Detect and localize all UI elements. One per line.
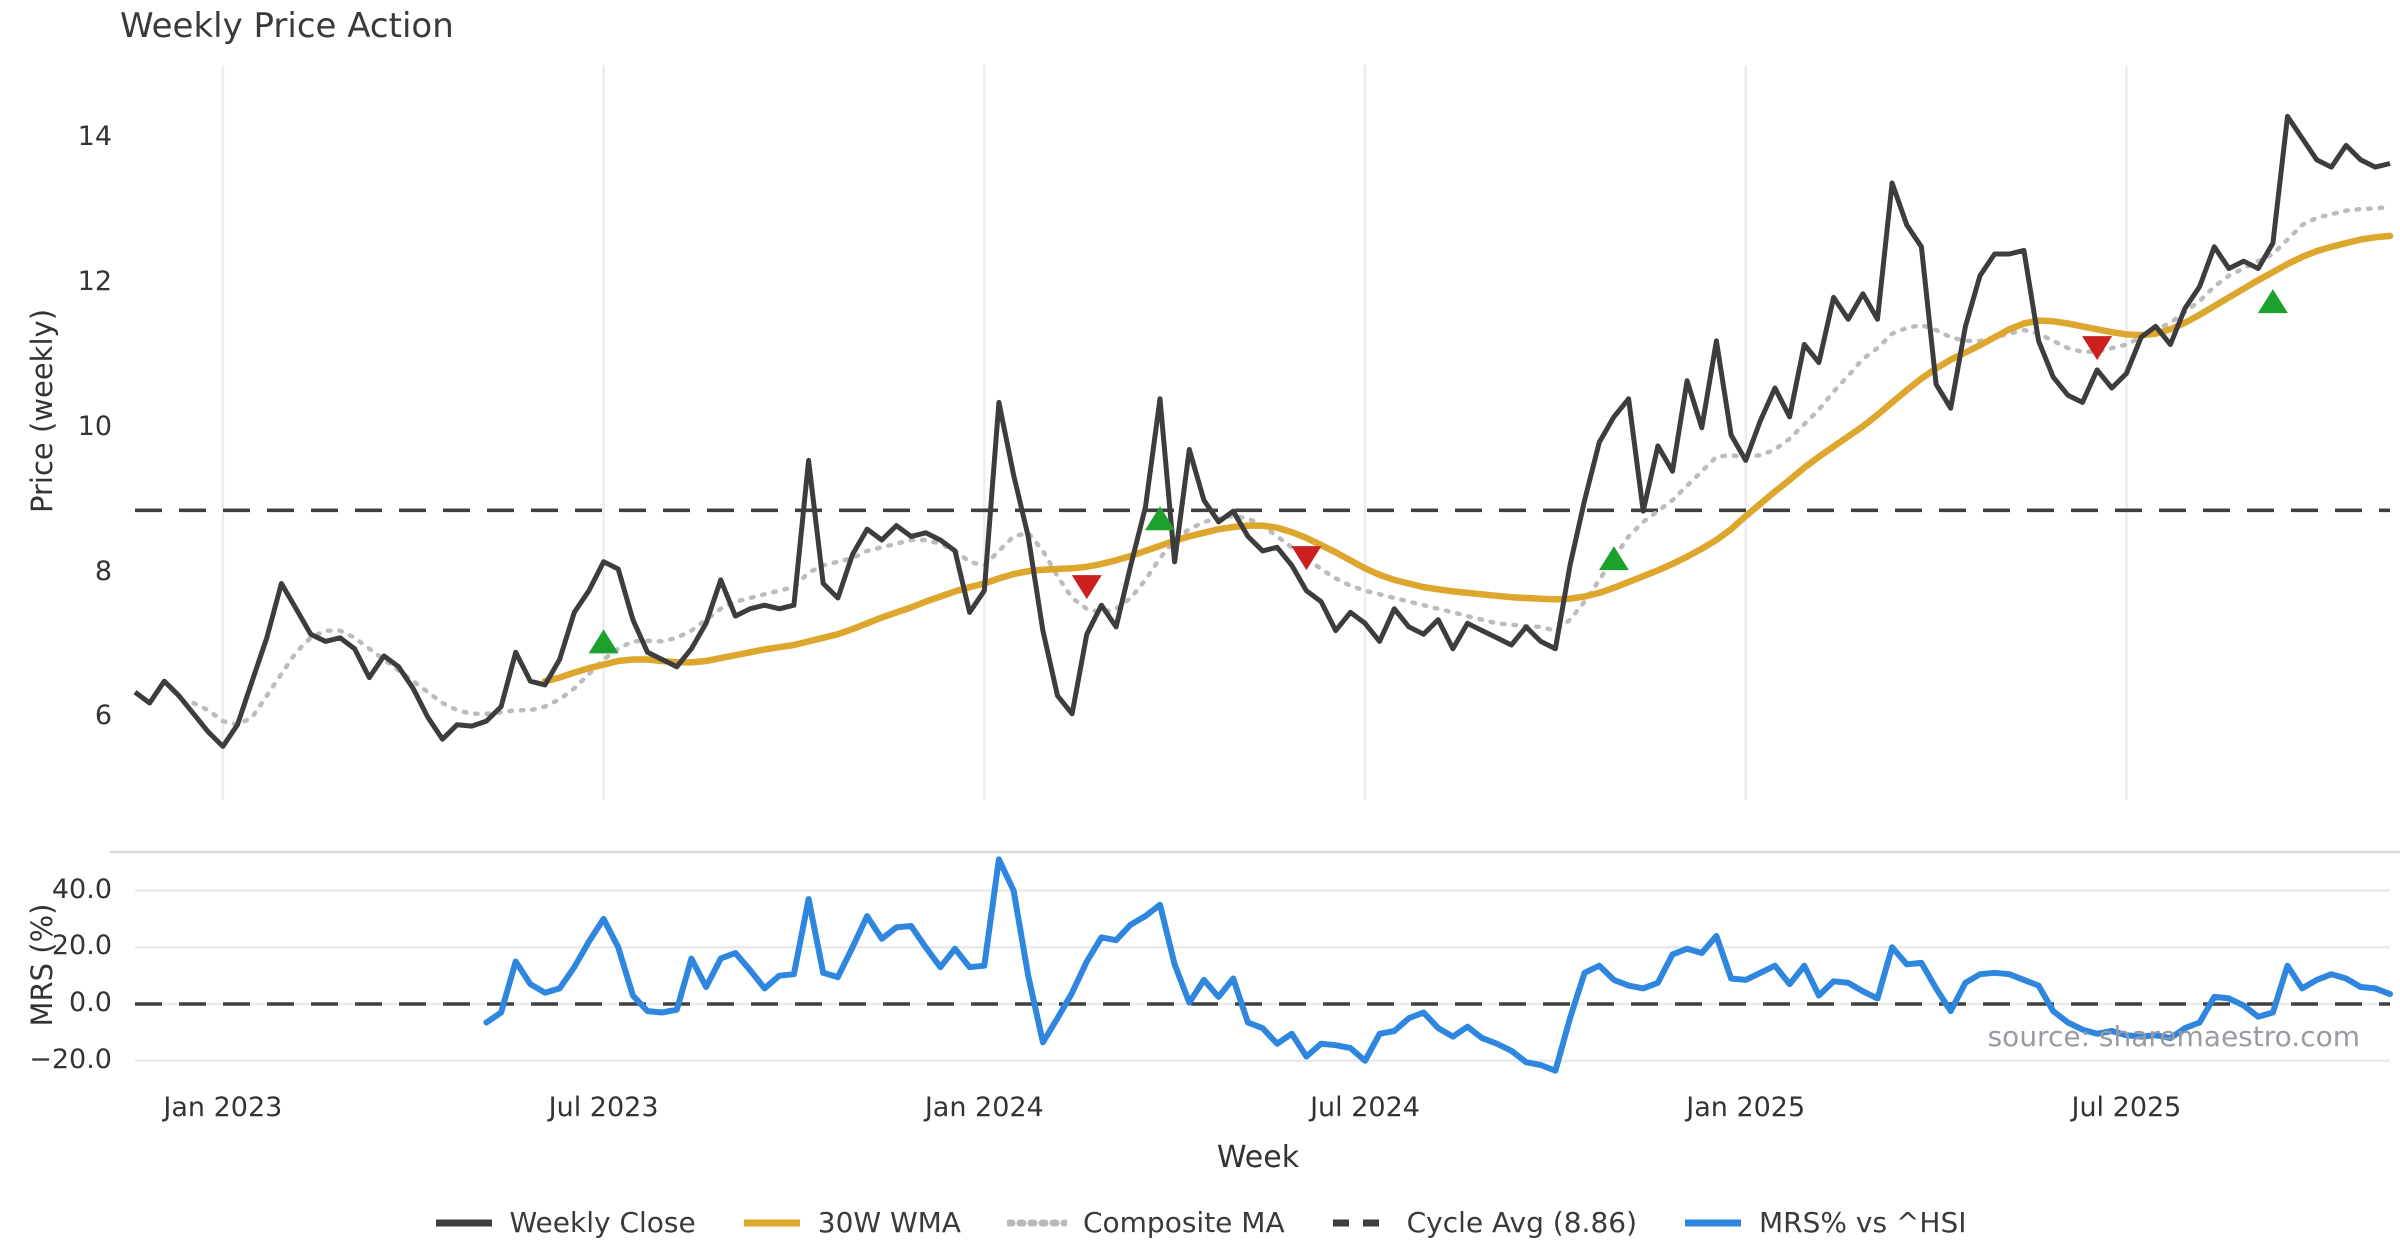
mrs-tick-label: 0.0 (69, 987, 112, 1019)
legend-label: 30W WMA (817, 1206, 961, 1239)
price-tick-label: 10 (77, 410, 112, 442)
legend-item: MRS% vs ^HSI (1683, 1206, 1967, 1239)
sell-marker (1291, 546, 1322, 571)
legend-swatch-dashed (1332, 1219, 1389, 1226)
x-tick-label: Jul 2023 (548, 1092, 659, 1123)
legend-swatch-solid (435, 1219, 492, 1226)
x-tick-label: Jul 2024 (1310, 1092, 1420, 1123)
price-tick-label: 14 (77, 121, 112, 153)
sell-marker (1071, 575, 1102, 600)
legend-item: Composite MA (1006, 1206, 1285, 1239)
sell-marker (2082, 336, 2113, 361)
price-tick-label: 6 (94, 700, 112, 732)
buy-marker (1145, 506, 1175, 531)
legend-label: Composite MA (1082, 1206, 1285, 1239)
legend-item: Weekly Close (434, 1206, 696, 1239)
legend-swatch-solid (1685, 1219, 1741, 1226)
legend-item: 30W WMA (742, 1206, 961, 1239)
x-tick-label: Jan 2025 (1686, 1092, 1806, 1123)
price-tick-label: 12 (77, 265, 112, 297)
mrs-tick-label: −20.0 (29, 1043, 112, 1075)
mrs-line (483, 856, 2393, 1074)
composite-ma-line (191, 204, 2393, 727)
x-axis-label: Week (1216, 1140, 1300, 1175)
buy-marker (1598, 546, 1629, 571)
legend-label: Weekly Close (509, 1206, 696, 1239)
legend-item: Cycle Avg (8.86) (1331, 1206, 1637, 1239)
buy-marker (588, 629, 619, 654)
legend-swatch-solid (743, 1219, 800, 1226)
mrs-tick-label: 20.0 (51, 930, 112, 962)
wma-line (541, 232, 2394, 685)
buy-marker (2257, 289, 2288, 314)
legend-label: Cycle Avg (8.86) (1406, 1206, 1637, 1239)
mrs-axis-label: MRS (%) (25, 903, 59, 1027)
source-watermark: source: sharemaestro.com (1987, 1020, 2360, 1053)
mrs-tick-label: 40.0 (51, 873, 112, 905)
x-tick-label: Jan 2023 (163, 1092, 283, 1123)
price-tick-label: 8 (94, 555, 112, 587)
weekly-close-line (133, 113, 2391, 749)
legend-swatch-dotted (1006, 1219, 1067, 1226)
chart-title: Weekly Price Action (120, 6, 454, 46)
x-tick-label: Jan 2024 (924, 1092, 1044, 1123)
x-tick-label: Jul 2025 (2071, 1092, 2182, 1123)
legend-label: MRS% vs ^HSI (1759, 1206, 1967, 1239)
legend: Weekly Close 30W WMA Composite MA Cycle Avg… (0, 1206, 2400, 1239)
